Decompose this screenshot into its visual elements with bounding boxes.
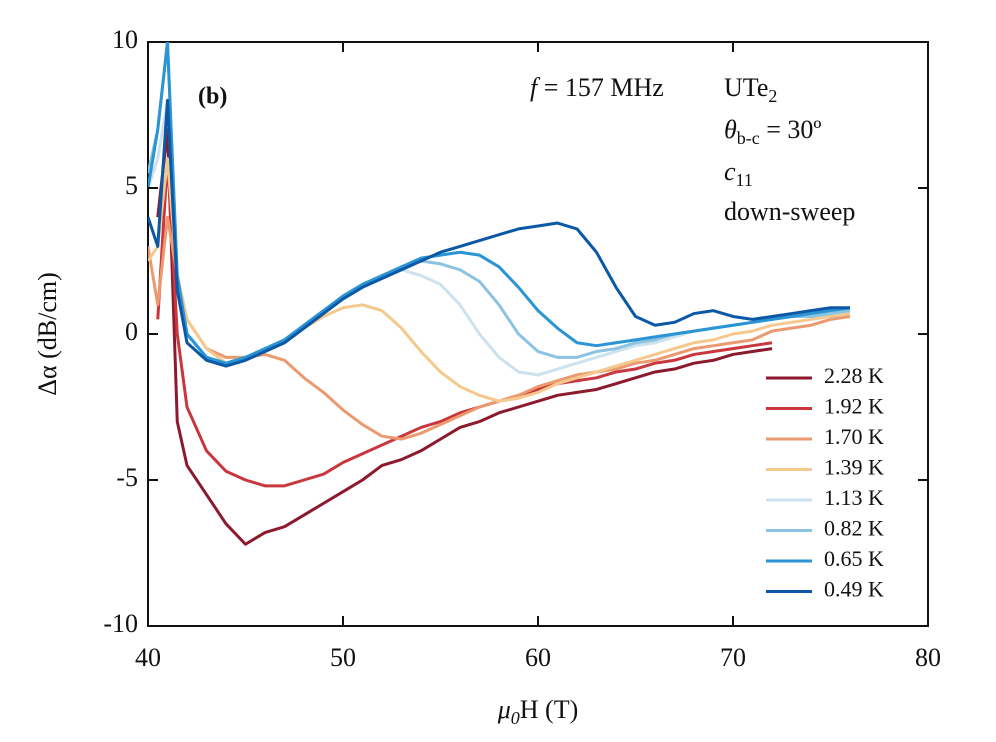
y-tick-label: -5 bbox=[116, 463, 138, 492]
annotation: c11 bbox=[724, 157, 753, 190]
annotation-text: θ bbox=[724, 115, 737, 144]
x-tick-label: 40 bbox=[135, 643, 161, 672]
annotation-text: UTe bbox=[724, 73, 768, 102]
legend-label: 0.82 K bbox=[824, 516, 884, 541]
annotation-text: c bbox=[724, 157, 736, 186]
legend-label: 1.39 K bbox=[824, 455, 884, 480]
data-line bbox=[148, 98, 850, 368]
legend-label: 0.49 K bbox=[824, 577, 884, 602]
legend-label: 0.65 K bbox=[824, 546, 884, 571]
x-axis-label-text: μ bbox=[497, 695, 511, 724]
annotation-sub: 11 bbox=[736, 170, 753, 190]
legend-label: 1.70 K bbox=[824, 424, 884, 449]
x-tick-label: 70 bbox=[720, 643, 746, 672]
panel-label: (b) bbox=[198, 84, 227, 110]
legend-label: 1.92 K bbox=[824, 394, 884, 419]
annotation-text: = 30º bbox=[760, 115, 822, 144]
annotation: θb-c = 30º bbox=[724, 115, 822, 148]
y-tick-label: 10 bbox=[112, 25, 138, 54]
annotation: down-sweep bbox=[724, 197, 855, 226]
data-line bbox=[156, 157, 773, 488]
annotation-text: f bbox=[530, 73, 541, 102]
annotation: f = 157 MHz bbox=[530, 73, 664, 102]
y-tick-label: 5 bbox=[125, 171, 138, 200]
x-axis-label-text: H (T) bbox=[520, 695, 578, 724]
data-line bbox=[156, 128, 773, 546]
annotation: UTe2 bbox=[724, 73, 777, 106]
annotation-sub: 2 bbox=[768, 86, 777, 106]
data-line bbox=[148, 215, 851, 441]
legend-label: 2.28 K bbox=[824, 363, 884, 388]
x-axis-label: μ0H (T) bbox=[497, 695, 579, 728]
x-tick-label: 50 bbox=[330, 643, 356, 672]
x-tick-label: 60 bbox=[525, 643, 551, 672]
x-tick-label: 80 bbox=[915, 643, 941, 672]
annotation-sub: b-c bbox=[737, 128, 760, 148]
x-axis-label-sub: 0 bbox=[511, 708, 520, 728]
data-line bbox=[148, 157, 851, 403]
data-line bbox=[148, 42, 851, 365]
y-axis-label: Δα (dB/cm) bbox=[33, 272, 62, 396]
plot-area bbox=[148, 42, 851, 546]
legend-label: 1.13 K bbox=[824, 485, 884, 510]
annotation-text: = 157 MHz bbox=[537, 73, 664, 102]
y-tick-label: -10 bbox=[103, 609, 138, 638]
y-tick-label: 0 bbox=[125, 317, 138, 346]
